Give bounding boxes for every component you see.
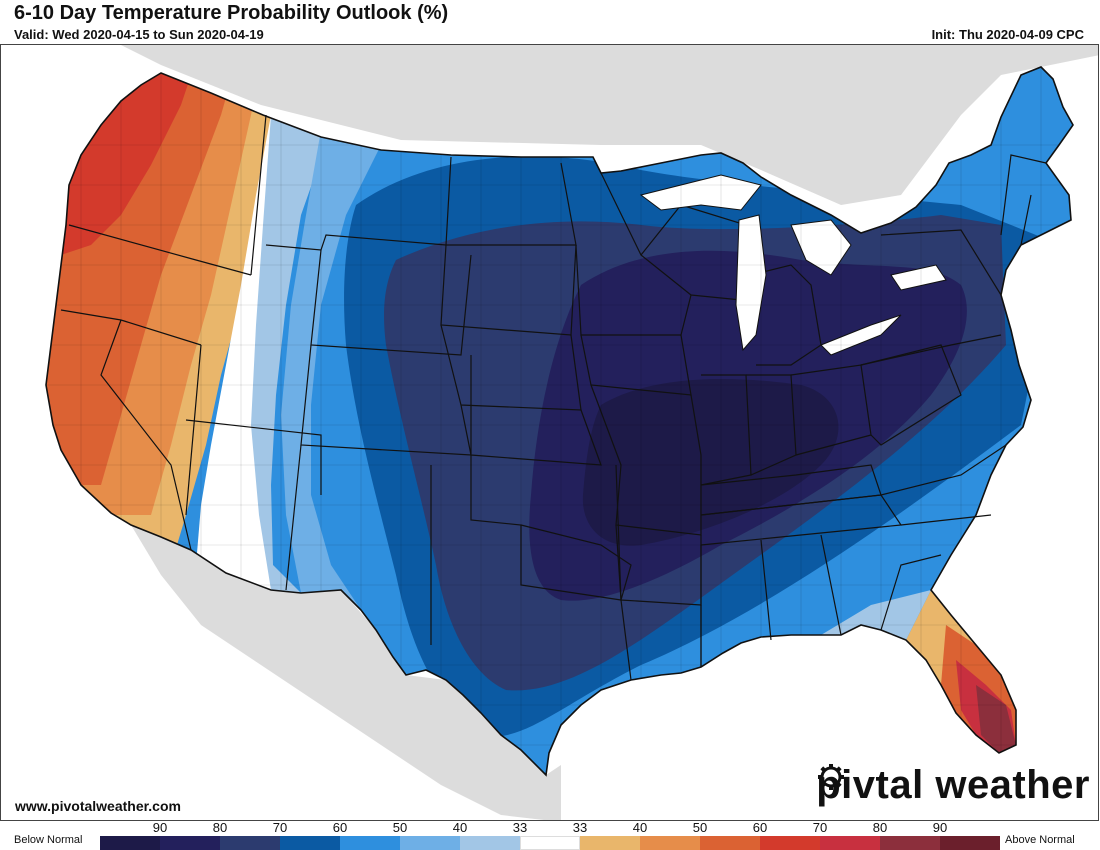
lake-superior (639, 174, 762, 211)
border-new-england (1000, 154, 1047, 246)
legend-swatch (400, 836, 460, 850)
border-wa-or (68, 224, 252, 276)
contour-below-40 (281, 130, 406, 675)
border-id-mt (250, 114, 267, 276)
legend-tick-label: 90 (152, 820, 168, 835)
contour-near-normal (196, 115, 271, 590)
legend-swatch (160, 836, 220, 850)
legend-tick-label: 90 (932, 820, 948, 835)
color-legend: Below Normal Above Normal 90 80 70 60 50 40 33… (0, 820, 1100, 850)
border-nc-sc (880, 444, 1007, 631)
legend-swatch (640, 836, 700, 850)
legend-tick-label: 60 (752, 820, 768, 835)
legend-tick-label: 50 (392, 820, 408, 835)
border-oh (790, 364, 872, 456)
legend-swatch (820, 836, 880, 850)
border-ca-nv (100, 319, 192, 551)
great-lakes (639, 174, 947, 356)
border-ok (470, 455, 622, 601)
legend-swatch (220, 836, 280, 850)
border-tx-ok (520, 524, 632, 601)
valid-period: Valid: Wed 2020-04-15 to Sun 2020-04-19 (14, 27, 264, 42)
contour-southeast-33 (821, 590, 931, 640)
border-mo (590, 384, 702, 536)
border-wv-va (860, 344, 962, 446)
border-nv-ut (185, 344, 202, 516)
border-ks (460, 404, 602, 466)
legend-tick-label: 80 (212, 820, 228, 835)
gear-icon (818, 764, 845, 790)
legend-swatch (580, 836, 640, 850)
border-mi (750, 264, 822, 366)
state-borders (45, 66, 1074, 777)
legend-tick-label: 40 (632, 820, 648, 835)
legend-below-label: Below Normal (14, 834, 83, 846)
legend-swatch (520, 836, 580, 850)
brand-logo: piv tal weather (816, 763, 1090, 808)
us-outline (45, 66, 1074, 777)
legend-swatch (460, 836, 520, 850)
contour-below-90 (582, 379, 839, 546)
border-ms-al-ga (700, 534, 842, 667)
lake-huron (790, 219, 852, 276)
legend-swatch (340, 836, 400, 850)
page-title: 6-10 Day Temperature Probability Outlook… (14, 2, 449, 24)
legend-tick-label: 33 (572, 820, 588, 835)
legend-swatch (700, 836, 760, 850)
border-mn (575, 172, 692, 336)
border-az-nm (285, 444, 302, 591)
contour-florida-90 (976, 685, 1016, 753)
lake-michigan (735, 214, 767, 352)
contour-below-33 (251, 115, 331, 593)
legend-tick-label: 70 (272, 820, 288, 835)
legend-swatch (100, 836, 160, 850)
legend-swatch (760, 836, 820, 850)
brand-text-right: tal weather (875, 763, 1090, 807)
outlook-map[interactable]: www.pivotalweather.com piv tal weather (0, 44, 1099, 821)
gulf-water (691, 695, 930, 820)
map-svg (1, 45, 1098, 820)
website-url: www.pivotalweather.com (15, 798, 181, 814)
border-ut-az (185, 419, 322, 495)
legend-swatch (880, 836, 940, 850)
legend-tick-label: 33 (512, 820, 528, 835)
border-ne (440, 324, 582, 411)
border-in (746, 374, 797, 476)
legend-tick-label: 50 (692, 820, 708, 835)
legend-tick-label: 80 (872, 820, 888, 835)
lake-ontario (890, 264, 947, 291)
map-header: 6-10 Day Temperature Probability Outlook… (0, 0, 1100, 44)
border-wy (310, 249, 472, 356)
probability-contours (46, 67, 1073, 775)
legend-swatch (280, 836, 340, 850)
legend-tick-label: 60 (332, 820, 348, 835)
border-ia (580, 334, 692, 396)
lake-erie (820, 314, 902, 356)
legend-swatch (940, 836, 1000, 850)
legend-tick-label: 40 (452, 820, 468, 835)
canada-region (121, 45, 1098, 205)
border-mt-wy (265, 234, 447, 251)
legend-tick-label: 70 (812, 820, 828, 835)
border-pa-ny (860, 229, 1002, 366)
legend-above-label: Above Normal (1005, 834, 1075, 846)
mexico-region (131, 525, 561, 820)
border-il (700, 374, 752, 486)
border-nd (445, 156, 577, 246)
init-time: Init: Thu 2020-04-09 CPC (931, 27, 1084, 42)
border-tn (700, 494, 903, 546)
county-lines-v (80, 67, 1042, 775)
border-sd (440, 244, 577, 336)
